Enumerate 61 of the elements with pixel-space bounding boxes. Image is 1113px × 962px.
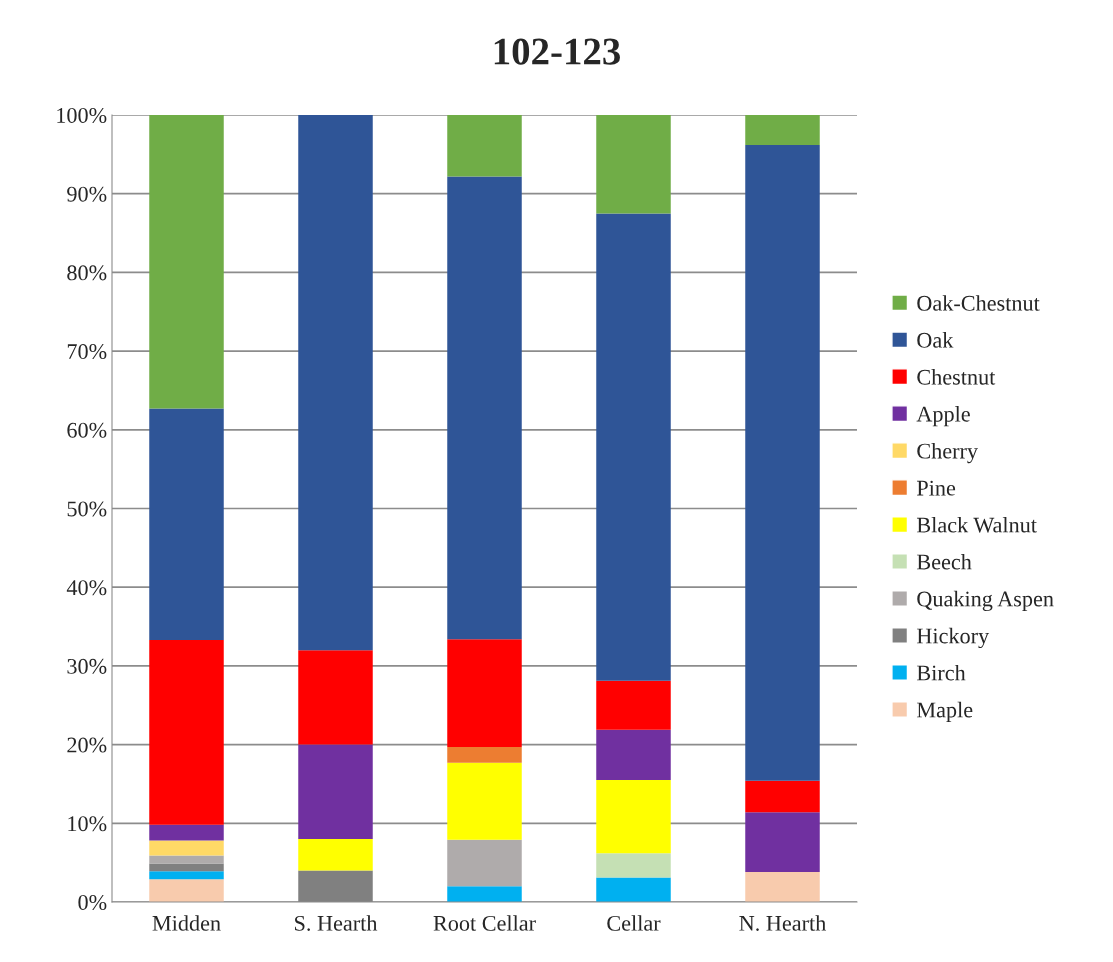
bar [447,639,522,747]
bar [745,115,820,145]
y-tick-label: 70% [67,344,107,360]
y-tick-label: 80% [67,265,107,281]
y-tick-label: 30% [67,658,107,674]
y-tick-label: 10% [68,816,107,832]
bar [298,115,373,651]
y-tick-label: 50% [67,501,107,517]
bar [745,812,820,873]
bar [447,746,522,763]
chart-title: 102-123 [494,38,620,65]
bar [596,115,671,214]
bar [149,871,224,880]
legend-label: Apple [916,406,970,427]
legend-label: Oak-Chestnut [917,295,1040,311]
bar [447,176,522,640]
bar [596,680,671,730]
bar [447,762,522,840]
bar [596,729,671,781]
bar [149,863,224,872]
x-tick-label: N. Hearth [739,915,827,931]
bar [745,872,820,902]
x-tick-label: Root Cellar [433,915,536,931]
bar [745,144,820,781]
y-tick-label: 60% [67,422,107,438]
bar [596,213,671,681]
x-tick-label: Cellar [607,915,661,931]
y-tick-label: 40% [66,580,107,596]
bar [596,877,671,902]
y-tick-label: 90% [67,186,107,202]
bar [298,839,373,871]
bar [596,853,671,878]
bar [149,855,224,864]
legend-label: Black Walnut [916,516,1037,533]
bar [745,780,820,813]
x-tick-label: Midden [152,915,221,931]
x-tick-label: S. Hearth [295,915,378,931]
bar [298,744,373,840]
legend-label: Hickory [916,627,990,649]
bar [447,886,522,902]
legend-label: Cherry [917,442,978,464]
y-tick-label: 20% [67,737,107,753]
bar [298,650,373,745]
bar [149,639,224,825]
legend-label: Pine [916,480,956,496]
legend-label: Chestnut [917,369,996,385]
legend-label: Quaking Aspen [917,590,1054,612]
bar [149,115,224,409]
y-tick-label: 100% [57,107,107,123]
bar [149,840,224,856]
legend-label: Birch [916,664,966,681]
legend-label: Beech [916,553,972,570]
bar [149,408,224,640]
bar [447,115,522,177]
legend-label: Oak [917,332,954,348]
bar [596,780,671,854]
bar [149,879,224,902]
y-tick-label: 0% [78,894,107,910]
bar [149,824,224,841]
legend-label: Maple [916,701,973,722]
bar [447,839,522,887]
